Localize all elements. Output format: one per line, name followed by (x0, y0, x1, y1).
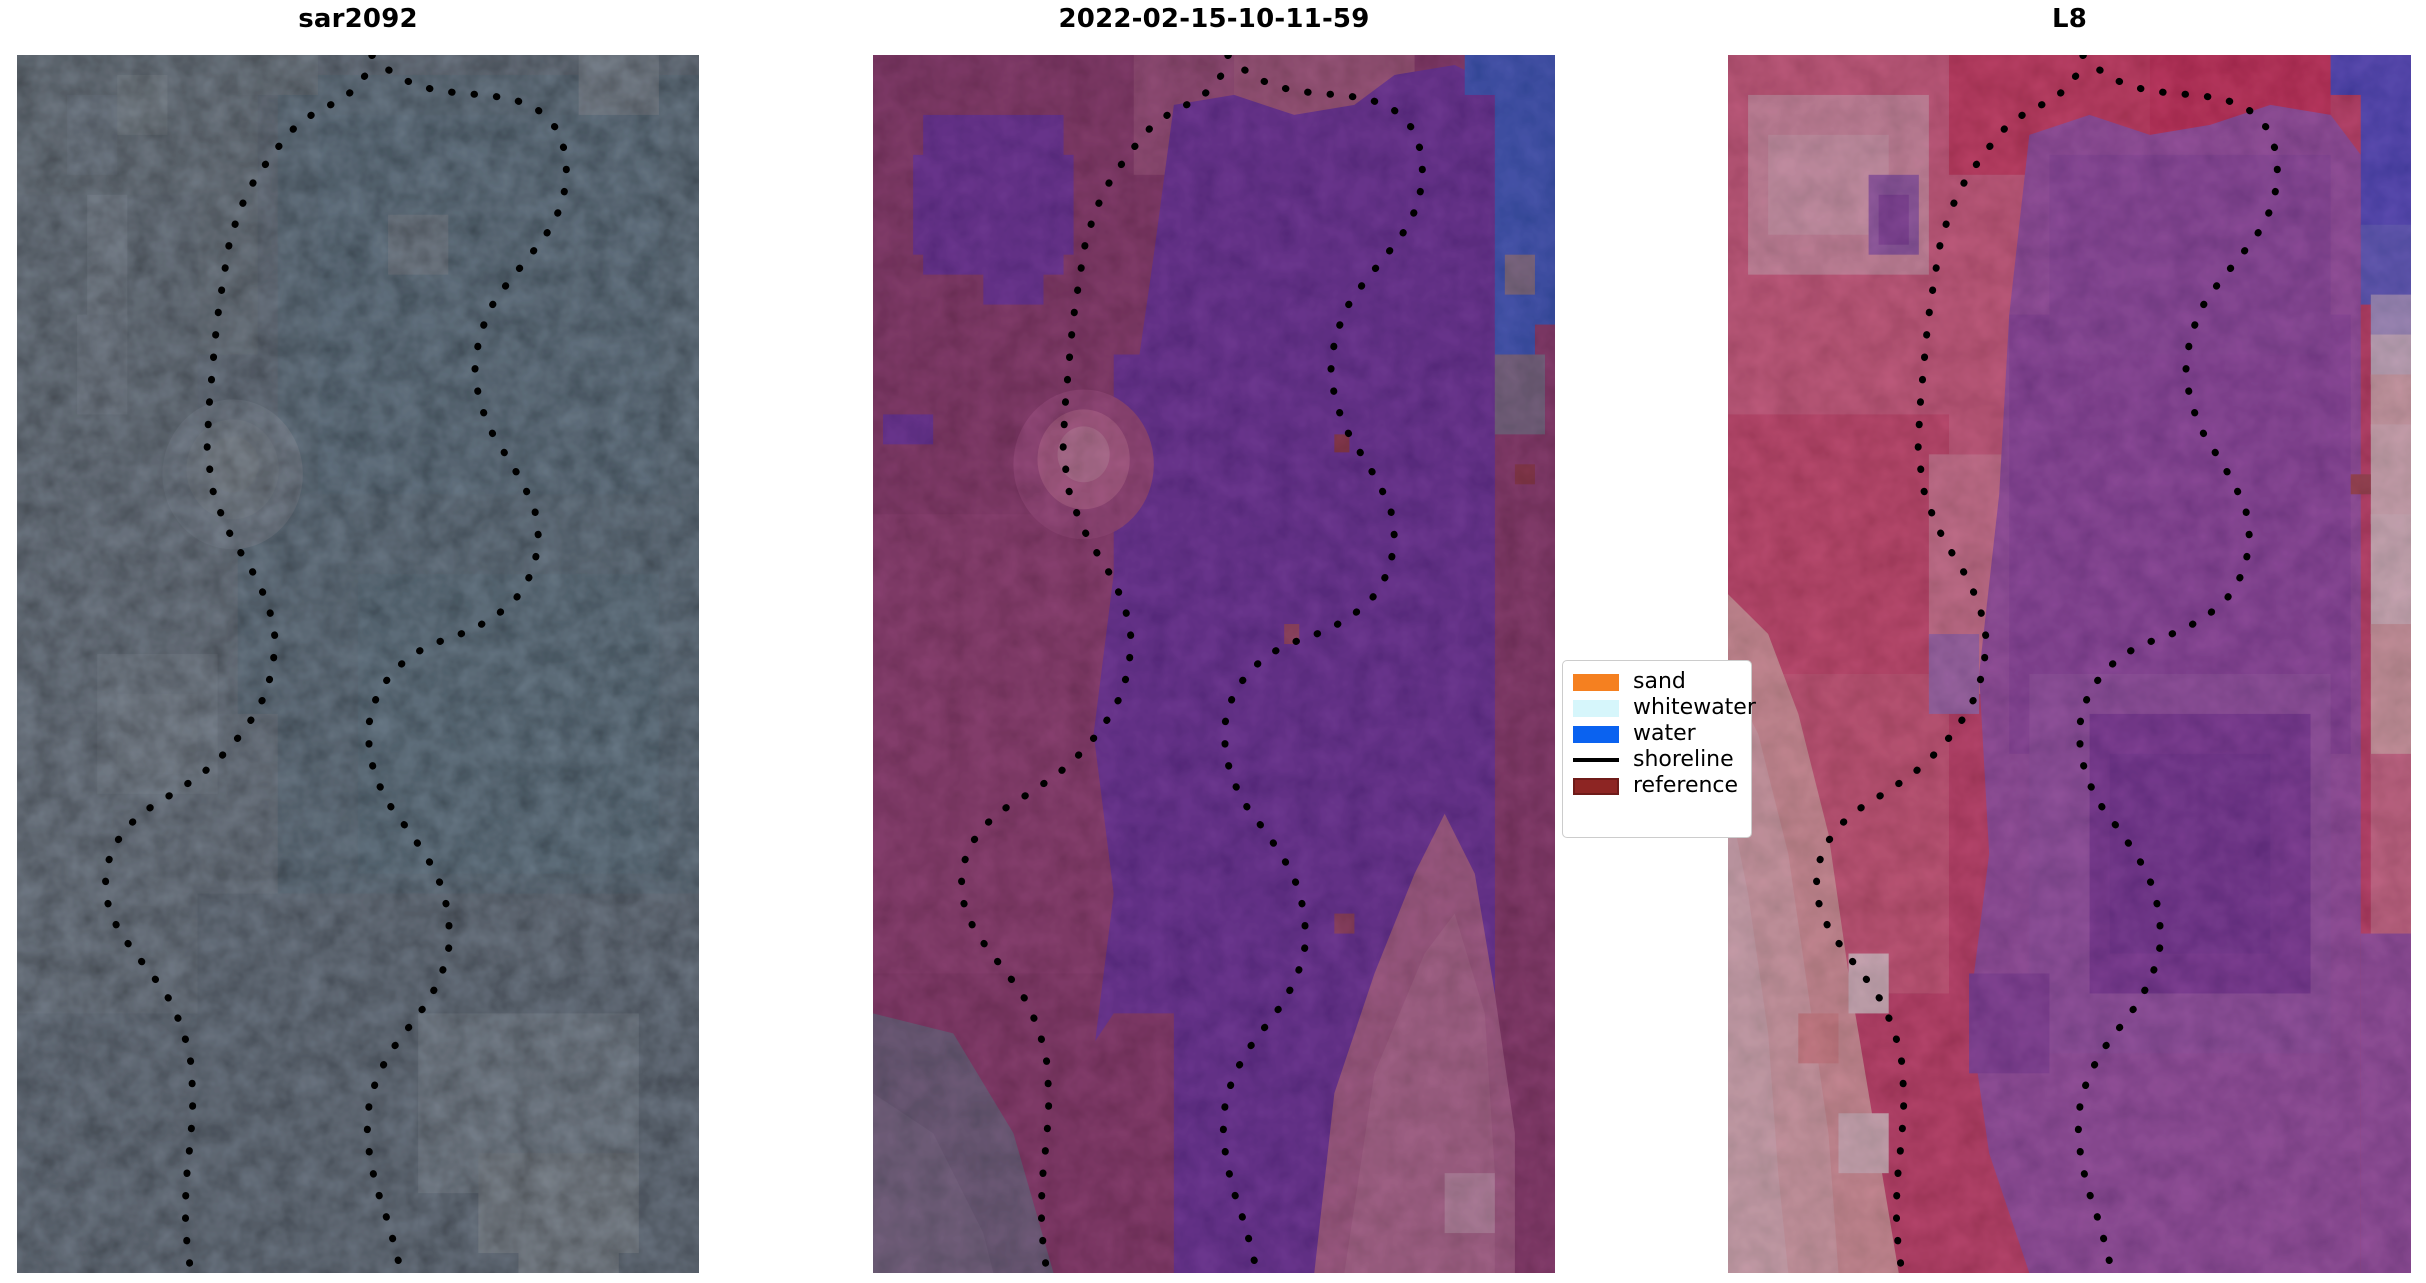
panel-title-sar2092: sar2092 (298, 4, 418, 34)
legend-swatch-shoreline (1573, 758, 1619, 762)
panel-classification[interactable] (873, 55, 1555, 1273)
legend-item-sand: sand (1573, 669, 1741, 695)
classification-image (873, 55, 1555, 1273)
legend-swatch-sand (1573, 673, 1619, 691)
panel-l8[interactable] (1728, 55, 2411, 1273)
l8-image (1728, 55, 2411, 1273)
legend: sand whitewater water shoreline referenc… (1562, 660, 1756, 838)
legend-label-water: water (1633, 721, 1696, 746)
legend-label-shoreline: shoreline (1633, 747, 1734, 772)
legend-swatch-reference (1573, 777, 1619, 795)
legend-label-whitewater: whitewater (1633, 695, 1756, 720)
legend-item-water: water (1573, 721, 1741, 747)
legend-label-sand: sand (1633, 669, 1686, 694)
legend-swatch-water (1573, 725, 1619, 743)
panel-sar2092[interactable] (17, 55, 699, 1273)
panel-title-classification: 2022-02-15-10-11-59 (1058, 4, 1370, 34)
legend-item-whitewater: whitewater (1573, 695, 1756, 721)
legend-swatch-whitewater (1573, 699, 1619, 717)
panel-title-l8: L8 (2051, 4, 2088, 34)
legend-item-shoreline: shoreline (1573, 747, 1741, 773)
legend-item-reference: reference (1573, 773, 1741, 799)
sar2092-image (17, 55, 699, 1273)
legend-label-reference: reference (1633, 773, 1739, 798)
